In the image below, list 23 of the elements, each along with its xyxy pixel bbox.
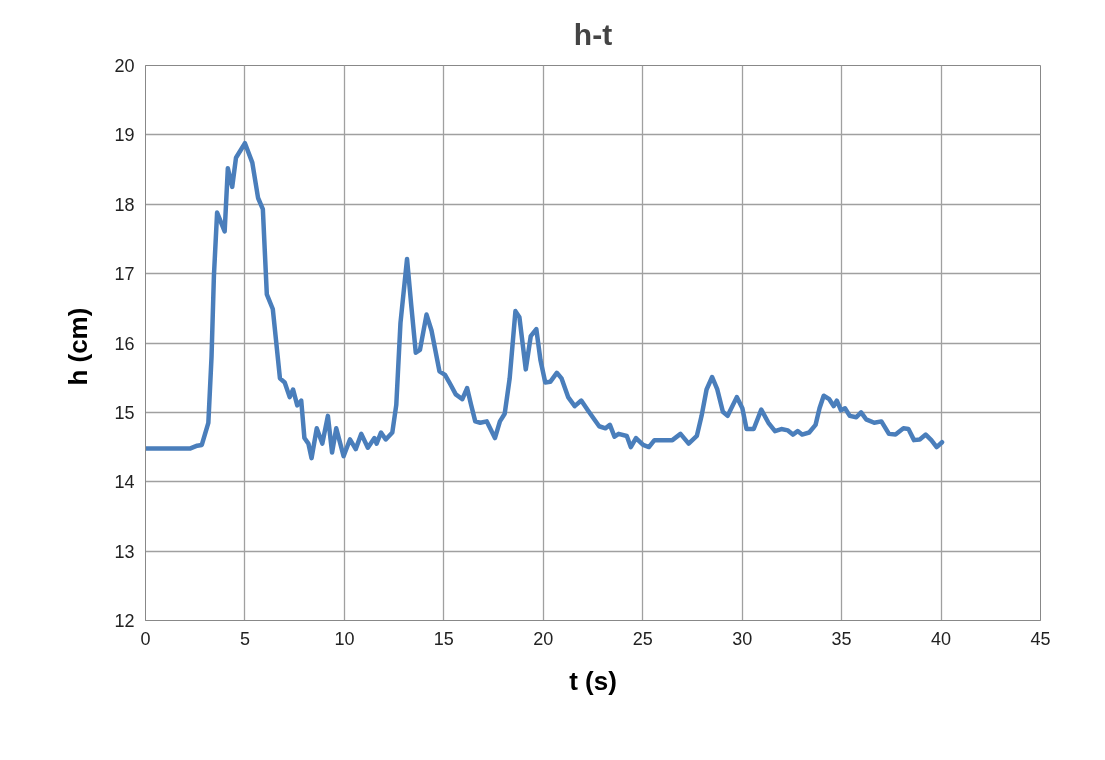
x-tick-label: 15 (433, 628, 454, 649)
x-tick-label: 40 (931, 628, 952, 649)
y-tick-label: 20 (114, 56, 135, 76)
y-tick-label: 12 (114, 611, 135, 631)
y-tick-label: 17 (114, 264, 135, 285)
y-tick-label: 15 (114, 402, 135, 423)
x-tick-label: 0 (140, 628, 151, 649)
x-tick-label: 10 (334, 628, 355, 649)
line-series (145, 140, 945, 461)
y-tick-label: 16 (114, 333, 135, 354)
x-tick-label: 5 (239, 628, 250, 649)
y-tick-label: 19 (114, 125, 135, 146)
y-tick-label: 14 (114, 472, 135, 493)
x-tick-label: 35 (831, 628, 852, 649)
y-axis-title: h (cm) (63, 307, 94, 386)
x-tick-label: 25 (632, 628, 653, 649)
x-tick-label: 20 (533, 628, 554, 649)
y-tick-label: 18 (114, 194, 135, 215)
x-axis-title: t (s) (569, 665, 617, 696)
y-tick-label: 13 (114, 541, 135, 562)
x-tick-label: 45 (1030, 628, 1051, 649)
chart-title: h-t (573, 17, 613, 51)
x-tick-label: 30 (732, 628, 753, 649)
